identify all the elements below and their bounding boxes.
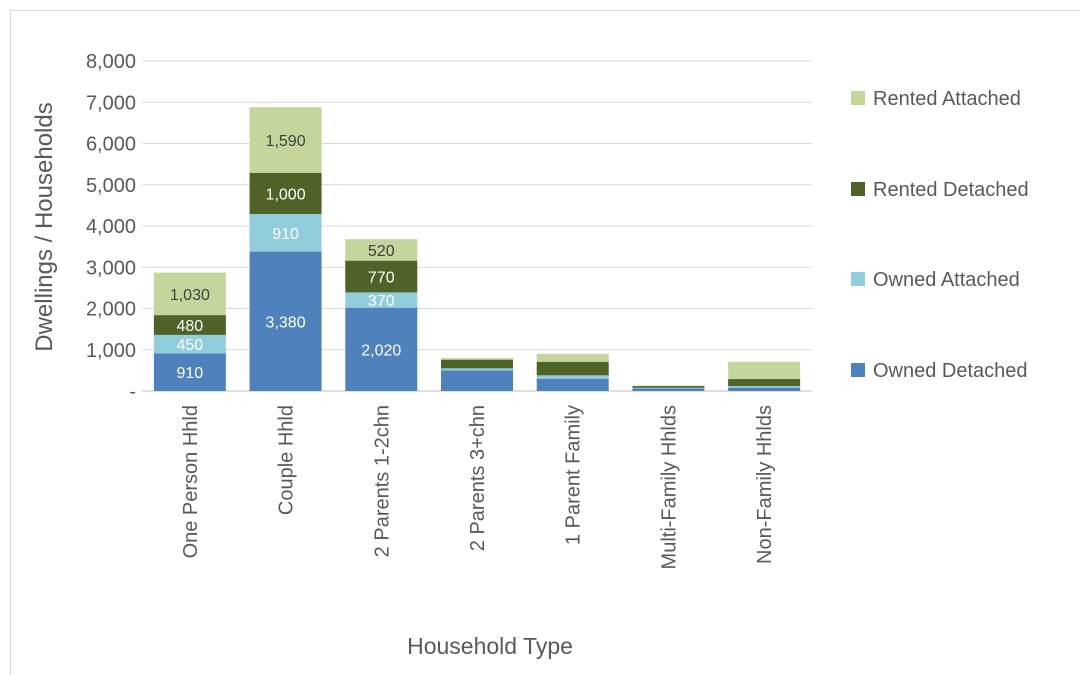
x-tick-label: 1 Parent Family [563,405,585,545]
y-tick-label: 7,000 [86,92,136,114]
data-label: 450 [177,337,204,354]
bar-segment [249,107,322,173]
legend-swatch [851,91,865,105]
legend-swatch [851,363,865,377]
bar-segment [536,361,609,376]
y-tick-label: 4,000 [86,216,136,238]
bar-segment [345,260,418,293]
bar-segment [632,386,705,388]
bar-segment [345,292,418,308]
bar-segment [728,379,801,387]
data-label: 910 [177,365,204,382]
bar-segment [441,359,513,369]
bar-segment [728,387,801,391]
x-axis-ticks: One Person Hhld Couple Hhld 2 Parents 1-2c… [180,405,776,569]
y-tick-label: 3,000 [86,257,136,279]
y-axis-ticks: - 1,000 2,000 3,000 4,000 5,000 6,000 7,000 8,00… [86,51,136,403]
data-label: 1,590 [266,133,306,150]
x-tick-label: 2 Parents 1-2chn [371,405,393,557]
x-tick-label: Non-Family Hhlds [754,405,776,564]
bars: 910 450 480 1,030 3,380 910 1,000 1,590 2,020 370… [153,107,801,391]
data-label: 1,030 [170,287,210,304]
bar-segment [536,353,609,362]
gridlines [142,60,812,392]
bar-segment [728,361,801,380]
legend-label: Rented Attached [873,88,1021,110]
y-tick-label: 2,000 [86,299,136,321]
legend-label: Owned Attached [873,269,1020,291]
y-axis-title: Dwellings / Households [31,102,58,351]
data-label: 480 [177,318,204,335]
bar-segment [728,386,801,388]
bar-segment [536,378,609,391]
y-tick-label: - [129,381,136,403]
y-tick-label: 5,000 [86,175,136,197]
bar-segment [153,315,226,335]
x-axis-title: Household Type [407,633,573,659]
legend-swatch [851,182,865,196]
legend-label: Rented Detached [873,179,1029,201]
data-label: 2,020 [361,342,401,359]
bar-segment [441,368,513,371]
bar-segment [345,307,418,391]
data-label: 1,000 [266,186,306,203]
x-tick-label: Multi-Family Hhlds [658,405,680,569]
data-label: 910 [272,226,299,243]
chart-frame [10,10,1080,675]
data-label: 370 [368,293,395,310]
x-tick-label: Couple Hhld [276,405,298,515]
bar-segment [441,370,513,391]
legend-swatch [851,272,865,286]
x-tick-label: One Person Hhld [180,405,202,558]
y-tick-label: 1,000 [86,340,136,362]
bar-segment [153,272,226,316]
x-tick-label: 2 Parents 3+chn [467,405,489,551]
bar-segment [632,388,705,391]
bar-segment [249,172,322,215]
bar-segment [249,251,322,391]
data-label: 770 [368,270,395,287]
bar-segment [536,375,609,379]
data-label: 3,380 [266,314,306,331]
bar-segment [345,239,418,261]
data-label: 520 [368,243,395,260]
bar-segment [153,334,226,354]
legend-label: Owned Detached [873,360,1028,382]
legend: Rented Attached Rented Detached Owned Atta… [851,88,1029,382]
y-tick-label: 8,000 [86,51,136,73]
bar-segment [632,387,705,389]
y-tick-label: 6,000 [86,134,136,156]
bar-segment [441,358,513,360]
bar-segment [153,353,226,391]
bar-segment [249,214,322,252]
